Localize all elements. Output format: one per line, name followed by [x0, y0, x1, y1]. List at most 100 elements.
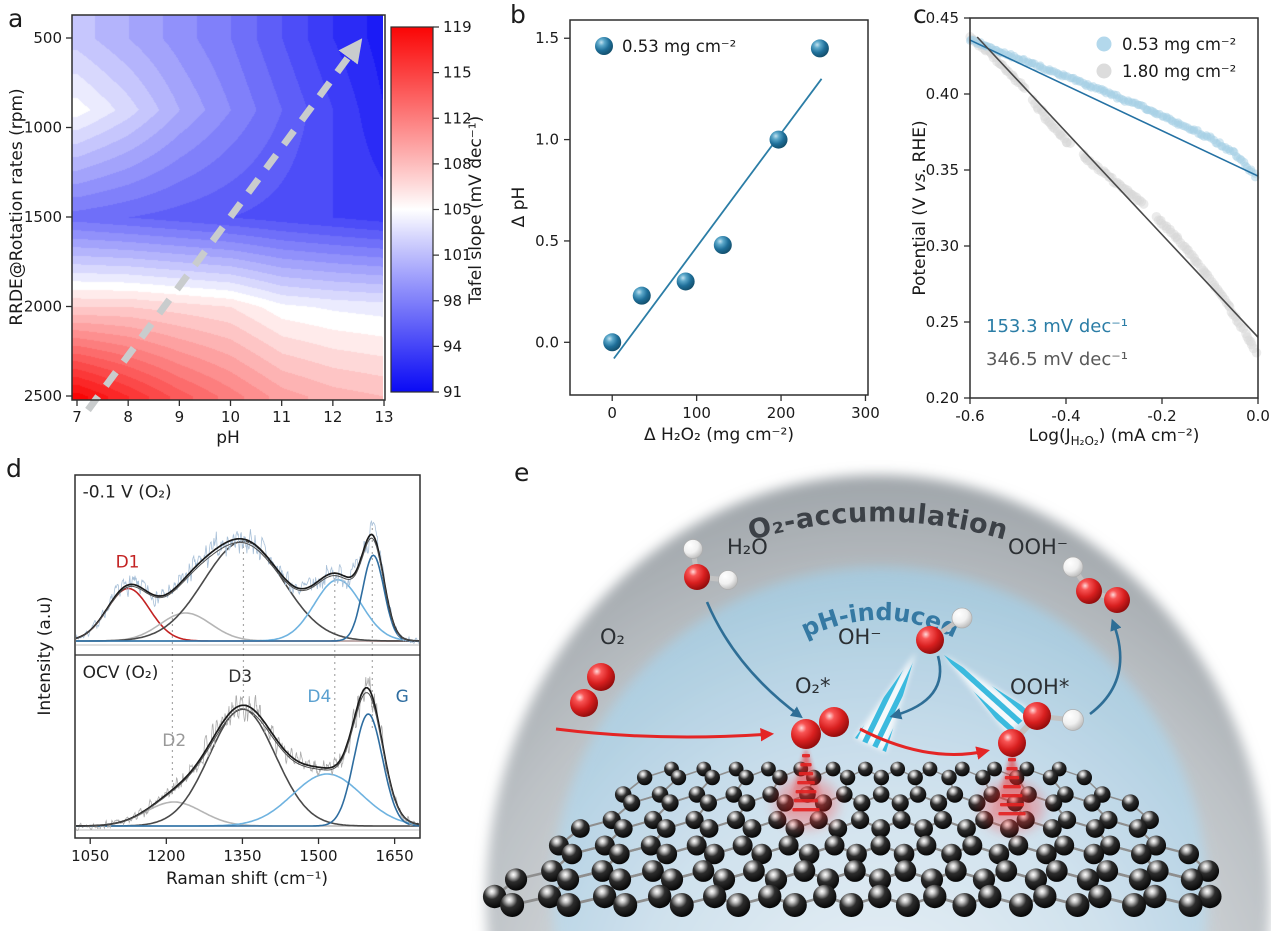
ooh-anion-molecule — [1076, 578, 1102, 604]
panel-a: 7 8 9 10 11 12 135001000150020002500pHRRDE@Rot… — [7, 14, 486, 448]
oh-interaction-beam — [855, 652, 916, 752]
svg-text:RRDE@Rotation rates (rpm): RRDE@Rotation rates (rpm) — [7, 88, 27, 325]
svg-text:300: 300 — [851, 404, 880, 422]
o2-molecule — [570, 689, 598, 717]
peak-G — [76, 554, 419, 642]
svg-text:9: 9 — [175, 408, 185, 426]
panel-label-c: c — [913, 0, 927, 29]
o2ads-to-oohads-arrow — [859, 727, 990, 760]
svg-text:Raman shift (cm⁻¹): Raman shift (cm⁻¹) — [166, 869, 328, 889]
oh-molecule — [951, 607, 973, 629]
svg-text:0.30: 0.30 — [926, 237, 959, 255]
ooh-adsorbed-label: OOH* — [1010, 675, 1070, 699]
svg-text:0.0: 0.0 — [1246, 407, 1270, 425]
svg-text:91: 91 — [443, 383, 462, 401]
o2-adsorbed-label: O₂* — [795, 674, 831, 698]
svg-text:119: 119 — [443, 18, 472, 36]
h2o-to-o2ads-arrow — [705, 601, 803, 719]
svg-text:1500: 1500 — [24, 208, 62, 226]
legend-marker — [595, 37, 613, 55]
svg-text:Intensity (a.u): Intensity (a.u) — [35, 596, 55, 715]
svg-text:Δ pH: Δ pH — [509, 187, 529, 228]
panel-label-b: b — [510, 0, 526, 29]
h2o-label: H₂O — [727, 535, 768, 559]
oh-to-o2ads-arrow — [889, 655, 942, 720]
ooh-anion-molecule — [1104, 587, 1130, 613]
o2-adsorbed — [791, 719, 821, 749]
oohads-to-ooh-arrow — [1089, 618, 1122, 716]
svg-text:0: 0 — [607, 404, 617, 422]
svg-text:-0.2: -0.2 — [1147, 407, 1176, 425]
svg-text:2000: 2000 — [24, 298, 62, 316]
svg-text:D3: D3 — [228, 667, 252, 687]
svg-text:2500: 2500 — [24, 387, 62, 405]
svg-text:Tafel slope (mV dec⁻¹): Tafel slope (mV dec⁻¹) — [466, 116, 486, 305]
panel-d: -0.1 V (O₂) D1 OCV (O₂) D2 D3 D4 G 1050 1200 1350… — [35, 474, 421, 889]
panel-label-d: d — [6, 454, 22, 483]
panel-c: -0.6 -0.4 -0.2 0.0 0.45 0.40 0.35 0.30 0.25 0.20 L… — [910, 9, 1270, 448]
svg-text:0.25: 0.25 — [926, 313, 959, 331]
svg-text:200: 200 — [767, 404, 796, 422]
svg-text:0.45: 0.45 — [926, 9, 959, 27]
ooh-adsorbed — [1062, 709, 1084, 731]
data-point — [676, 272, 695, 291]
svg-text:D1: D1 — [116, 553, 140, 573]
envelope — [76, 533, 419, 642]
svg-text:0.5: 0.5 — [535, 232, 559, 250]
data-point — [603, 333, 622, 352]
fit-line — [613, 78, 823, 360]
oh-molecule — [916, 626, 944, 654]
svg-text:1050: 1050 — [71, 847, 109, 865]
legend-marker — [1096, 36, 1112, 52]
peak-D2 — [76, 612, 419, 642]
svg-text:0.35: 0.35 — [926, 161, 959, 179]
svg-text:101: 101 — [443, 246, 472, 264]
h2o-molecule — [683, 539, 703, 559]
h2o-molecule — [684, 564, 710, 590]
svg-text:-0.4: -0.4 — [1051, 407, 1080, 425]
trend-arrow — [85, 38, 363, 413]
data-point — [632, 286, 651, 305]
svg-text:10: 10 — [221, 408, 240, 426]
oh-interaction-beam — [944, 655, 1032, 734]
svg-text:115: 115 — [443, 64, 472, 82]
panel-a-heatmap — [72, 15, 383, 400]
data-point — [769, 130, 788, 149]
svg-text:100: 100 — [682, 404, 711, 422]
envelope — [76, 692, 419, 827]
svg-text:Potential (V vs. RHE): Potential (V vs. RHE) — [910, 120, 930, 295]
svg-text:1500: 1500 — [299, 847, 337, 865]
o2-molecule — [587, 663, 615, 691]
panel-label-a: a — [8, 4, 24, 33]
ooh-anion-molecule — [1062, 556, 1084, 578]
ooh-adsorbed — [998, 729, 1026, 757]
svg-text:D2: D2 — [162, 731, 186, 751]
data-point — [713, 236, 732, 254]
svg-text:12: 12 — [323, 408, 342, 426]
svg-text:108: 108 — [443, 155, 472, 173]
svg-text:1000: 1000 — [24, 119, 62, 137]
svg-text:1350: 1350 — [223, 847, 261, 865]
svg-text:1.80 mg cm⁻²: 1.80 mg cm⁻² — [1122, 62, 1236, 81]
svg-text:105: 105 — [443, 201, 472, 219]
o2-label: O₂ — [600, 625, 625, 649]
svg-text:-0.1 V (O₂): -0.1 V (O₂) — [83, 483, 172, 503]
svg-text:153.3 mV dec⁻¹: 153.3 mV dec⁻¹ — [986, 316, 1128, 337]
ooh-anion-label: OOH⁻ — [1008, 535, 1068, 559]
svg-text:346.5 mV dec⁻¹: 346.5 mV dec⁻¹ — [986, 349, 1128, 370]
svg-text:1.0: 1.0 — [535, 131, 559, 149]
o2-adsorbed — [819, 707, 849, 737]
svg-text:98: 98 — [443, 292, 462, 310]
h2o-molecule — [718, 570, 738, 590]
svg-text:0.53 mg cm⁻²: 0.53 mg cm⁻² — [1122, 35, 1236, 54]
peak-D3 — [76, 540, 419, 642]
oh-anion-label: OH⁻ — [838, 625, 882, 649]
o2-to-o2ads-arrow — [555, 727, 775, 742]
ooh-adsorbed — [1023, 702, 1051, 730]
svg-text:8: 8 — [123, 408, 133, 426]
svg-text:-0.6: -0.6 — [955, 407, 984, 425]
tafel-fit-line — [976, 36, 1259, 338]
svg-text:11: 11 — [272, 408, 291, 426]
